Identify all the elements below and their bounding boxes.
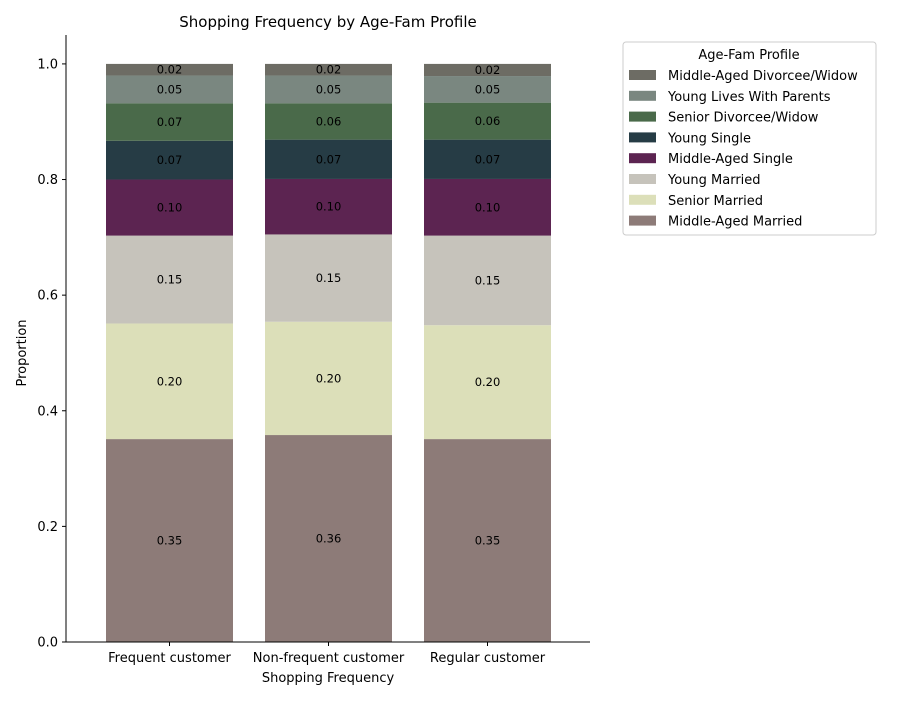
bar-segment xyxy=(265,139,392,179)
bar-segment xyxy=(424,76,551,103)
legend-entry: Young Married xyxy=(667,173,761,188)
y-tick-label: 1.0 xyxy=(37,57,58,72)
legend-entry: Middle-Aged Divorcee/Widow xyxy=(668,69,858,84)
x-tick-label: Frequent customer xyxy=(108,651,231,666)
bar-segment xyxy=(424,439,551,642)
bar-segment xyxy=(106,235,233,324)
legend-entry: Young Single xyxy=(667,131,751,146)
bar-segment xyxy=(265,63,392,76)
bar-segment xyxy=(424,178,551,236)
data-label: 0.07 xyxy=(475,152,501,166)
data-label: 0.35 xyxy=(157,534,183,548)
bar-segment xyxy=(265,178,392,235)
bar-segment xyxy=(106,140,233,180)
legend-swatch xyxy=(629,90,656,101)
legend: Age-Fam Profile Middle-Aged Divorcee/Wid… xyxy=(622,41,877,236)
data-label: 0.20 xyxy=(316,371,342,385)
bar-segment xyxy=(106,323,233,440)
bar-segment xyxy=(106,179,233,236)
bar-segment xyxy=(424,63,551,77)
bar-segment xyxy=(265,103,392,140)
data-label: 0.06 xyxy=(316,114,342,128)
data-label: 0.07 xyxy=(316,152,342,166)
data-label: 0.15 xyxy=(157,273,183,287)
data-label: 0.07 xyxy=(157,115,183,129)
bar-segment xyxy=(424,235,551,326)
data-label: 0.07 xyxy=(157,153,183,167)
data-label: 0.15 xyxy=(475,273,501,287)
data-label: 0.02 xyxy=(157,63,183,77)
bar-segment xyxy=(424,102,551,140)
legend-swatch xyxy=(629,174,656,184)
legend-entry: Senior Married xyxy=(668,194,763,209)
bar-segment xyxy=(265,75,392,104)
legend-entry: Middle-Aged Married xyxy=(668,215,802,230)
y-tick-label: 0.0 xyxy=(37,636,58,651)
x-axis-label: Shopping Frequency xyxy=(262,671,395,686)
bar-segment xyxy=(106,63,233,76)
chart-title: Shopping Frequency by Age-Fam Profile xyxy=(179,13,477,31)
legend-swatch xyxy=(629,132,656,143)
bar-segment xyxy=(265,435,392,642)
data-label: 0.06 xyxy=(475,114,501,128)
legend-swatch xyxy=(629,70,656,80)
legend-entry: Young Lives With Parents xyxy=(667,90,831,105)
legend-swatch xyxy=(629,153,656,164)
y-tick-label: 0.2 xyxy=(37,520,58,535)
bar-segment xyxy=(106,103,233,141)
legend-title: Age-Fam Profile xyxy=(698,48,799,63)
x-tick-label: Regular customer xyxy=(430,651,546,666)
data-label: 0.10 xyxy=(316,200,342,214)
bar-segment xyxy=(424,325,551,440)
legend-frame xyxy=(622,41,877,236)
legend-swatch xyxy=(629,215,656,226)
data-label: 0.36 xyxy=(316,532,342,546)
legend-swatch xyxy=(629,111,656,122)
legend-entry: Senior Divorcee/Widow xyxy=(668,111,819,126)
legend-swatch xyxy=(629,194,656,205)
data-label: 0.05 xyxy=(475,82,501,96)
data-label: 0.10 xyxy=(157,201,183,215)
data-label: 0.15 xyxy=(316,271,342,285)
x-tick-label: Non-frequent customer xyxy=(253,651,405,666)
y-tick-label: 0.4 xyxy=(37,404,58,419)
data-label: 0.02 xyxy=(316,63,342,77)
data-label: 0.02 xyxy=(475,63,501,77)
bar-segment xyxy=(265,234,392,322)
data-label: 0.05 xyxy=(157,82,183,96)
legend-entry: Middle-Aged Single xyxy=(668,152,793,167)
data-label: 0.35 xyxy=(475,534,501,548)
plot-area: 0.350.200.150.100.070.070.050.020.360.20… xyxy=(37,35,590,666)
bar-segment xyxy=(424,139,551,179)
bar-segment xyxy=(265,321,392,436)
y-tick-label: 0.8 xyxy=(37,173,58,188)
data-label: 0.20 xyxy=(475,375,501,389)
data-label: 0.20 xyxy=(157,374,183,388)
data-label: 0.05 xyxy=(316,82,342,96)
bar-segment xyxy=(106,75,233,104)
bar-segment xyxy=(106,439,233,642)
data-label: 0.10 xyxy=(475,200,501,214)
y-axis-label: Proportion xyxy=(15,319,30,386)
y-tick-label: 0.6 xyxy=(37,289,58,304)
